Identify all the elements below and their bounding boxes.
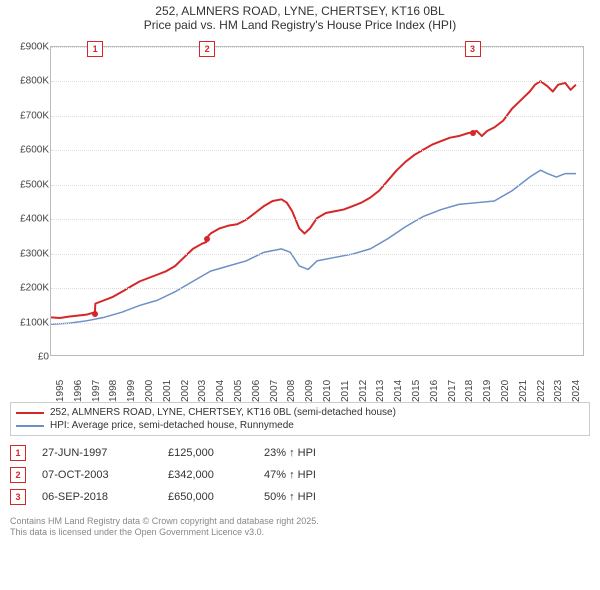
- chart-area: £0 £100K £200K £300K £400K £500K £600K £700K £80…: [10, 36, 590, 396]
- legend-line-icon: [16, 412, 44, 414]
- y-axis-label: £0: [11, 352, 49, 363]
- sale-message: 47% ↑ HPI: [264, 469, 316, 481]
- sale-badge: 1: [10, 445, 26, 461]
- chart-container: 252, ALMNERS ROAD, LYNE, CHERTSEY, KT16 …: [0, 0, 600, 590]
- chart-titles: 252, ALMNERS ROAD, LYNE, CHERTSEY, KT16 …: [0, 0, 600, 32]
- plot-area: £0£100K£200K£300K£400K£500K£600K£700K£80…: [50, 46, 584, 356]
- x-axis-label: 1996: [73, 380, 84, 402]
- y-axis-label: £900K: [11, 42, 49, 53]
- x-axis-label: 2018: [464, 380, 475, 402]
- x-axis-label: 2010: [322, 380, 333, 402]
- x-axis-label: 2017: [447, 380, 458, 402]
- legend-line-icon: [16, 425, 44, 427]
- sales-table: 1 27-JUN-1997 £125,000 23% ↑ HPI 2 07-OC…: [10, 442, 590, 508]
- y-axis-label: £100K: [11, 317, 49, 328]
- y-axis-label: £500K: [11, 179, 49, 190]
- sale-marker-box: 2: [199, 41, 215, 57]
- chart-svg: [51, 47, 583, 355]
- sale-marker-point: [204, 236, 210, 242]
- x-axis-label: 2006: [251, 380, 262, 402]
- sale-badge: 3: [10, 489, 26, 505]
- x-axis-label: 2015: [411, 380, 422, 402]
- x-axis-label: 2024: [571, 380, 582, 402]
- x-axis-label: 2002: [180, 380, 191, 402]
- x-axis-label: 2007: [269, 380, 280, 402]
- y-axis-label: £300K: [11, 248, 49, 259]
- legend-row: HPI: Average price, semi-detached house,…: [16, 419, 584, 432]
- legend-label: HPI: Average price, semi-detached house,…: [50, 420, 294, 431]
- sale-row: 1 27-JUN-1997 £125,000 23% ↑ HPI: [10, 442, 590, 464]
- x-axis-label: 2022: [536, 380, 547, 402]
- sale-message: 23% ↑ HPI: [264, 447, 316, 459]
- x-axis-label: 2008: [286, 380, 297, 402]
- footer: Contains HM Land Registry data © Crown c…: [10, 516, 590, 538]
- sale-marker-box: 3: [465, 41, 481, 57]
- footer-line: This data is licensed under the Open Gov…: [10, 527, 590, 538]
- x-axis-label: 2012: [358, 380, 369, 402]
- sale-message: 50% ↑ HPI: [264, 491, 316, 503]
- y-axis-label: £400K: [11, 214, 49, 225]
- x-axis-label: 2003: [197, 380, 208, 402]
- x-axis-label: 2005: [233, 380, 244, 402]
- y-axis-label: £700K: [11, 110, 49, 121]
- y-axis-label: £200K: [11, 283, 49, 294]
- sale-marker-point: [470, 130, 476, 136]
- x-axis-label: 2000: [144, 380, 155, 402]
- sale-date: 06-SEP-2018: [42, 491, 152, 503]
- footer-line: Contains HM Land Registry data © Crown c…: [10, 516, 590, 527]
- sale-marker-box: 1: [87, 41, 103, 57]
- sale-date: 27-JUN-1997: [42, 447, 152, 459]
- x-axis-label: 2004: [215, 380, 226, 402]
- x-axis-label: 2020: [500, 380, 511, 402]
- sale-price: £342,000: [168, 469, 248, 481]
- x-axis-label: 2013: [375, 380, 386, 402]
- x-axis-label: 2016: [429, 380, 440, 402]
- x-axis-label: 1995: [55, 380, 66, 402]
- x-axis-label: 2001: [162, 380, 173, 402]
- title-subtitle: Price paid vs. HM Land Registry's House …: [0, 18, 600, 32]
- title-address: 252, ALMNERS ROAD, LYNE, CHERTSEY, KT16 …: [0, 4, 600, 18]
- y-axis-label: £800K: [11, 76, 49, 87]
- x-axis-label: 1999: [126, 380, 137, 402]
- sale-date: 07-OCT-2003: [42, 469, 152, 481]
- x-axis-label: 2009: [304, 380, 315, 402]
- x-axis-label: 2014: [393, 380, 404, 402]
- legend-row: 252, ALMNERS ROAD, LYNE, CHERTSEY, KT16 …: [16, 406, 584, 419]
- legend-label: 252, ALMNERS ROAD, LYNE, CHERTSEY, KT16 …: [50, 407, 396, 418]
- x-axis-label: 2023: [553, 380, 564, 402]
- x-axis-label: 2021: [518, 380, 529, 402]
- sale-row: 3 06-SEP-2018 £650,000 50% ↑ HPI: [10, 486, 590, 508]
- sale-badge: 2: [10, 467, 26, 483]
- x-axis-label: 2019: [482, 380, 493, 402]
- legend: 252, ALMNERS ROAD, LYNE, CHERTSEY, KT16 …: [10, 402, 590, 436]
- x-axis-label: 1998: [108, 380, 119, 402]
- sale-row: 2 07-OCT-2003 £342,000 47% ↑ HPI: [10, 464, 590, 486]
- sale-price: £125,000: [168, 447, 248, 459]
- y-axis-label: £600K: [11, 145, 49, 156]
- x-axis-label: 1997: [91, 380, 102, 402]
- sale-price: £650,000: [168, 491, 248, 503]
- sale-marker-point: [92, 311, 98, 317]
- x-axis-label: 2011: [340, 380, 351, 402]
